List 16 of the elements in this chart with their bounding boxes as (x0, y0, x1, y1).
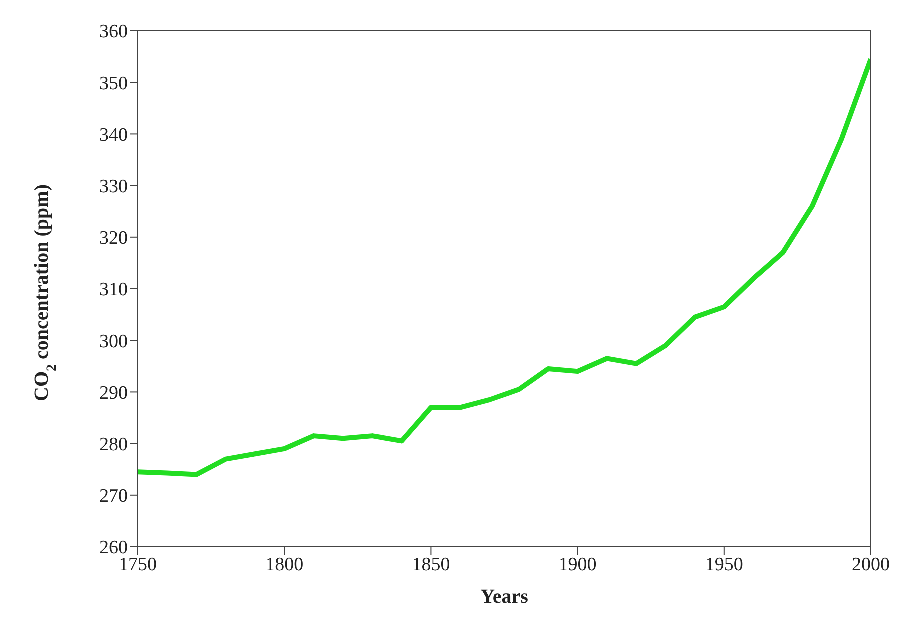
x-tick-label: 1950 (705, 554, 744, 576)
y-tick-label: 300 (100, 331, 128, 352)
x-tick-label: 1800 (266, 554, 304, 576)
y-tick-label: 270 (100, 486, 128, 508)
y-tick-label: 280 (100, 434, 128, 456)
x-tick-label: 2000 (852, 554, 890, 576)
y-tick-label: 320 (100, 228, 128, 250)
x-axis-title: Years (480, 586, 529, 608)
y-tick-label: 350 (100, 73, 128, 94)
y-tick-label: 360 (100, 22, 128, 43)
x-tick-label: 1850 (412, 554, 450, 576)
y-tick-label: 310 (100, 280, 128, 301)
x-tick-label: 1900 (558, 554, 597, 576)
y-tick-label: 330 (100, 176, 128, 198)
y-tick-label: 340 (100, 124, 128, 146)
y-tick-label: 290 (100, 382, 128, 404)
